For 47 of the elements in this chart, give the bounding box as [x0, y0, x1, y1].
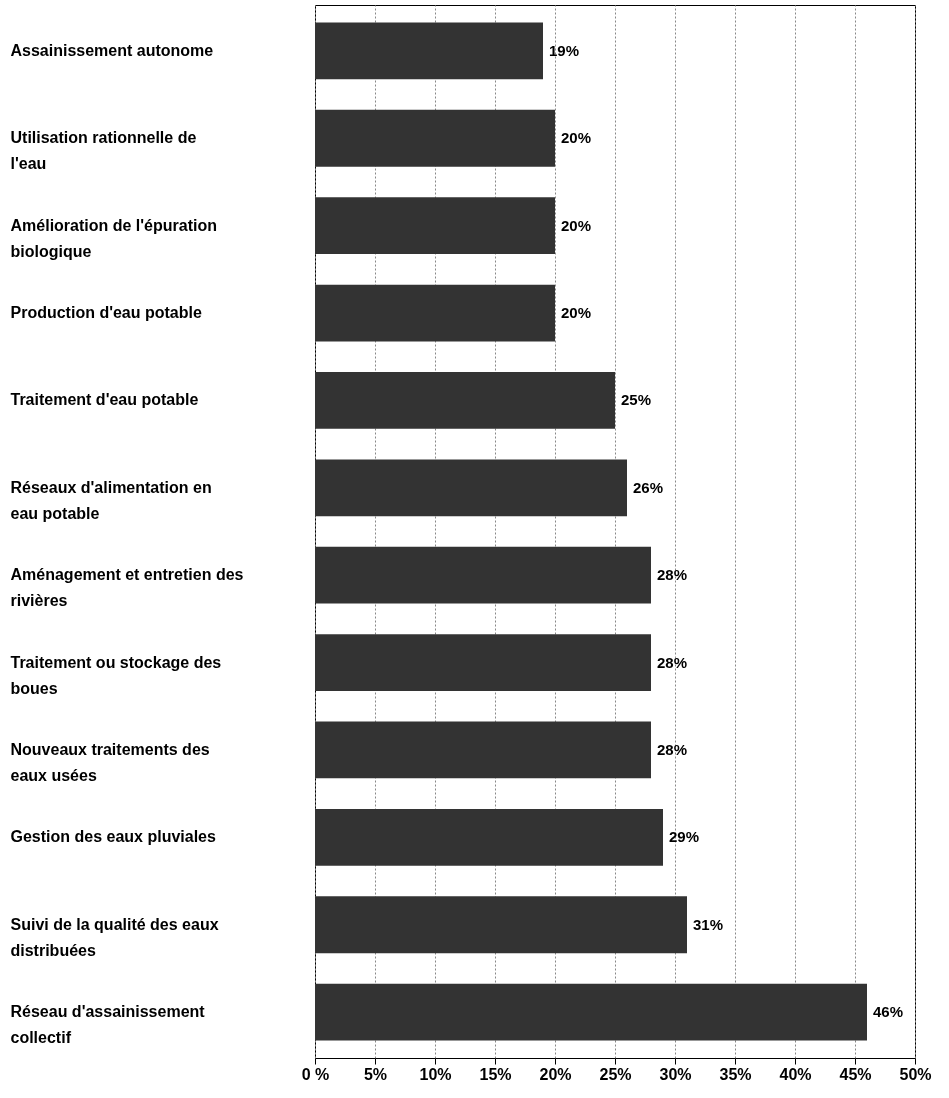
data-label: 20%	[561, 129, 592, 147]
y-tick-label: Traitement ou stockage des boues	[10, 653, 222, 697]
x-tick-label: 0 %	[301, 1065, 330, 1083]
y-tick-label: Production d'eau potable	[10, 304, 202, 322]
y-tick-label: Amélioration de l'épuration biologique	[10, 216, 217, 260]
bar	[315, 896, 687, 954]
bar	[315, 546, 651, 604]
y-tick-label: Traitement d'eau potable	[10, 391, 199, 409]
y-tick-label: Nouveaux traitements des eaux usées	[10, 740, 210, 784]
bar	[315, 284, 555, 342]
data-label: 31%	[693, 915, 724, 933]
x-tick-label: 45%	[839, 1065, 872, 1083]
bar	[315, 372, 615, 429]
bar	[315, 808, 663, 866]
x-tick-label: 40%	[779, 1065, 812, 1083]
y-tick-label: Utilisation rationnelle de l'eau	[10, 129, 197, 173]
bar	[315, 721, 651, 779]
y-tick-label: Aménagement et entretien des rivières	[10, 566, 244, 610]
data-label: 20%	[561, 216, 592, 234]
bar	[315, 197, 555, 255]
bar	[315, 109, 555, 167]
y-tick-label: Assainissement autonome	[10, 41, 214, 59]
data-label: 25%	[621, 391, 652, 409]
bar	[315, 22, 543, 80]
data-label: 26%	[633, 478, 664, 496]
x-tick-label: 35%	[719, 1065, 752, 1083]
x-tick-label: 15%	[479, 1065, 512, 1083]
y-tick-label: Réseau d'assainissement collectif	[10, 1003, 206, 1047]
bar	[315, 459, 627, 517]
x-tick-label: 25%	[599, 1065, 632, 1083]
y-tick-label: Réseaux d'alimentation en eau potable	[10, 478, 212, 522]
data-label: 19%	[549, 41, 580, 59]
y-tick-label: Gestion des eaux pluviales	[10, 828, 217, 846]
data-label: 29%	[669, 828, 700, 846]
bar	[315, 634, 651, 691]
x-tick-label: 20%	[539, 1065, 572, 1083]
data-label: 28%	[657, 653, 688, 671]
data-label: 46%	[873, 1003, 904, 1021]
bar	[315, 983, 867, 1041]
x-tick-label: 50%	[899, 1065, 932, 1083]
x-tick-label: 5%	[363, 1065, 388, 1083]
x-tick-label: 10%	[419, 1065, 452, 1083]
y-tick-label: Suivi de la qualité des eaux distribuées	[10, 915, 219, 959]
x-tick-label: 30%	[659, 1065, 692, 1083]
data-label: 20%	[561, 304, 592, 322]
data-label: 28%	[657, 566, 688, 584]
data-label: 28%	[657, 740, 688, 758]
